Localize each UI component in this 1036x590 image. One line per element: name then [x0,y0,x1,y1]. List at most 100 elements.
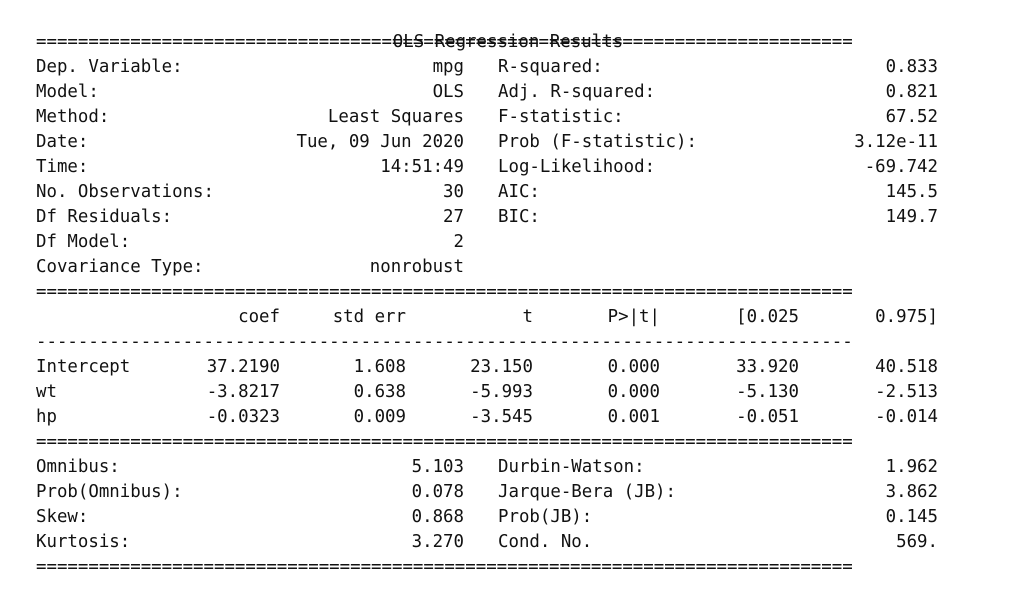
stat-label: BIC: [498,207,540,227]
coef-value: -0.0323 [206,407,280,427]
stat-value: 14:51:49 [380,157,464,177]
stat-value: 67.52 [885,107,938,127]
single-rule: ----------------------------------------… [36,332,853,352]
p-value: 0.000 [607,357,660,377]
variable-name: hp [36,407,57,427]
stat-label: Model: [36,82,99,102]
stat-label: Prob(Omnibus): [36,482,183,502]
stat-value: 0.145 [885,507,938,527]
stat-value: mpg [432,57,464,77]
stat-value: 569. [896,532,938,552]
model-info-row: No. Observations: 30 AIC: 145.5 [36,180,938,205]
stat-label: Log-Likelihood: [498,157,656,177]
diagnostics-section: Omnibus: 5.103 Durbin-Watson: 1.962 Prob(Omn… [36,455,938,555]
stat-value: 3.12e-11 [854,132,938,152]
model-info-row: Covariance Type: nonrobust [36,255,938,280]
stat-label: Durbin-Watson: [498,457,645,477]
model-info-row: Method: Least Squares F-statistic: 67.52 [36,105,938,130]
stat-value: 0.821 [885,82,938,102]
t-value: -5.993 [470,382,533,402]
stat-label: No. Observations: [36,182,214,202]
diagnostics-row: Skew: 0.868 Prob(JB): 0.145 [36,505,938,530]
stat-value: 2 [453,232,464,252]
ci-lower-value: -0.051 [736,407,799,427]
std-err-value: 0.009 [353,407,406,427]
model-info-section: Dep. Variable: mpg R-squared: 0.833 Model: OL… [36,55,938,280]
stat-value: 0.833 [885,57,938,77]
stat-value: 30 [443,182,464,202]
stat-label: Prob (F-statistic): [498,132,697,152]
stat-value: Least Squares [327,107,464,127]
coef-header-row: coef std err t P>|t| [0.025 0.975] [36,305,938,330]
stat-label: F-statistic: [498,107,624,127]
t-value: 23.150 [470,357,533,377]
stat-label: Prob(JB): [498,507,593,527]
stat-label: Time: [36,157,89,177]
model-info-row: Df Residuals: 27 BIC: 149.7 [36,205,938,230]
double-rule: ========================================… [36,432,853,452]
std-err-value: 0.638 [353,382,406,402]
model-info-row: Date: Tue, 09 Jun 2020 Prob (F-statistic):… [36,130,938,155]
stat-value: Tue, 09 Jun 2020 [296,132,464,152]
stat-value: 1.962 [885,457,938,477]
p-value: 0.000 [607,382,660,402]
diagnostics-row: Omnibus: 5.103 Durbin-Watson: 1.962 [36,455,938,480]
stat-label: Kurtosis: [36,532,131,552]
stat-label: Jarque-Bera (JB): [498,482,676,502]
variable-name: Intercept [36,357,131,377]
ci-lower-header: [0.025 [736,307,799,327]
stat-label: AIC: [498,182,540,202]
stat-label: Covariance Type: [36,257,204,277]
variable-name: wt [36,382,57,402]
stat-value: -69.742 [864,157,938,177]
summary-title-line: OLS Regression Results [36,5,938,52]
stat-value: 149.7 [885,207,938,227]
t-value: -3.545 [470,407,533,427]
coefficient-row: hp -0.0323 0.009 -3.545 0.001 -0.051 -0.014 [36,405,938,430]
model-info-row: Df Model: 2 [36,230,938,255]
stat-label: Skew: [36,507,89,527]
stat-label: Df Residuals: [36,207,173,227]
stat-value: nonrobust [369,257,464,277]
coef-value: 37.2190 [206,357,280,377]
double-rule: ========================================… [36,557,853,577]
stat-label: Cond. No. [498,532,593,552]
ci-lower-value: -5.130 [736,382,799,402]
p-value-header: P>|t| [607,307,660,327]
coefficient-row: Intercept 37.2190 1.608 23.150 0.000 33.920 40… [36,355,938,380]
summary-title: OLS Regression Results [392,32,624,52]
diagnostics-row: Prob(Omnibus): 0.078 Jarque-Bera (JB): 3.86… [36,480,938,505]
stat-value: OLS [432,82,464,102]
stat-value: 0.868 [411,507,464,527]
double-rule: ========================================… [36,32,853,52]
diagnostics-row: Kurtosis: 3.270 Cond. No. 569. [36,530,938,555]
model-info-row: Time: 14:51:49 Log-Likelihood: -69.742 [36,155,938,180]
coef-value: -3.8217 [206,382,280,402]
stat-label: Method: [36,107,110,127]
stat-label: Date: [36,132,89,152]
stat-label: R-squared: [498,57,603,77]
ols-summary: OLS Regression Results =================… [36,5,938,580]
p-value: 0.001 [607,407,660,427]
stat-label: Df Model: [36,232,131,252]
std-err-value: 1.608 [353,357,406,377]
coefficient-rows: Intercept 37.2190 1.608 23.150 0.000 33.920 40… [36,355,938,430]
std-err-header: std err [332,307,406,327]
double-rule: ========================================… [36,282,853,302]
stat-value: 145.5 [885,182,938,202]
stat-label: Adj. R-squared: [498,82,656,102]
ci-upper-value: -0.014 [875,407,938,427]
ci-upper-value: -2.513 [875,382,938,402]
model-info-row: Model: OLS Adj. R-squared: 0.821 [36,80,938,105]
stat-value: 27 [443,207,464,227]
coef-header: coef [238,307,280,327]
ci-lower-value: 33.920 [736,357,799,377]
t-header: t [522,307,533,327]
stat-value: 3.862 [885,482,938,502]
stat-value: 5.103 [411,457,464,477]
model-info-row: Dep. Variable: mpg R-squared: 0.833 [36,55,938,80]
stat-label: Dep. Variable: [36,57,183,77]
stat-value: 3.270 [411,532,464,552]
stat-label: Omnibus: [36,457,120,477]
ci-upper-header: 0.975] [875,307,938,327]
